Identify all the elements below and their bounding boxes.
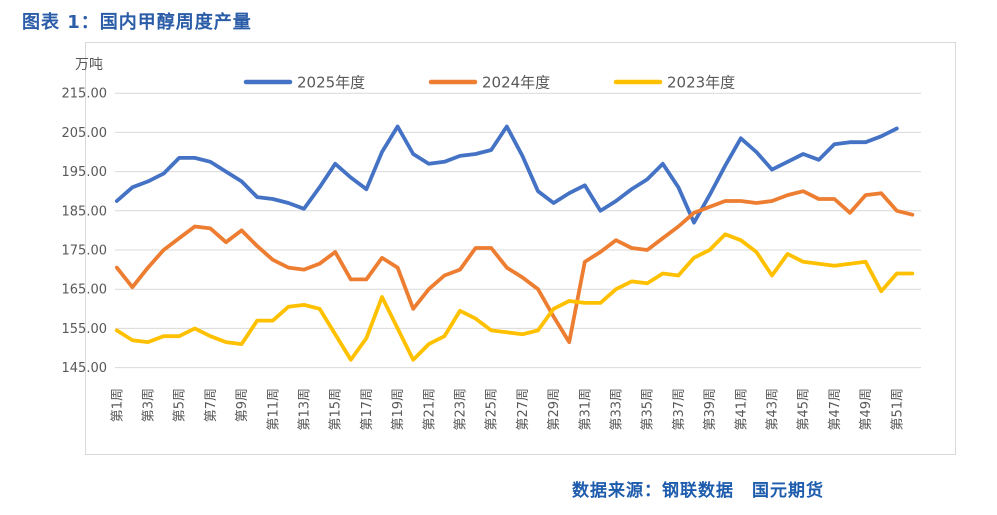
- data-source: 数据来源：钢联数据 国元期货: [572, 481, 824, 501]
- x-tick-label: 第29周: [547, 388, 562, 431]
- y-tick-label: 165.00: [62, 283, 108, 298]
- x-tick-label: 第35周: [641, 388, 656, 431]
- x-tick-label: 第33周: [610, 388, 625, 431]
- x-tick-label: 第17周: [360, 388, 375, 431]
- x-tick-label: 第45周: [797, 388, 812, 431]
- y-axis-unit-label: 万吨: [75, 57, 103, 73]
- y-tick-label: 205.00: [62, 126, 108, 141]
- x-tick-label: 第5周: [173, 388, 188, 422]
- x-tick-label: 第39周: [703, 388, 718, 431]
- x-tick-label: 第27周: [516, 388, 531, 431]
- y-tick-label: 175.00: [62, 244, 108, 259]
- x-tick-label: 第51周: [890, 388, 905, 431]
- y-tick-label: 215.00: [62, 87, 108, 102]
- x-tick-label: 第43周: [766, 388, 781, 431]
- x-tick-label: 第7周: [204, 388, 219, 422]
- x-tick-label: 第19周: [391, 388, 406, 431]
- y-tick-label: 195.00: [62, 165, 108, 180]
- legend-label-2024年度: 2024年度: [482, 74, 550, 92]
- y-tick-label: 155.00: [62, 322, 108, 337]
- y-tick-label: 185.00: [62, 204, 108, 219]
- x-tick-label: 第37周: [672, 388, 687, 431]
- x-tick-label: 第31周: [578, 388, 593, 431]
- chart-frame: [85, 42, 956, 455]
- legend-label-2025年度: 2025年度: [297, 74, 365, 92]
- x-tick-label: 第15周: [329, 388, 344, 431]
- x-tick-label: 第11周: [266, 388, 281, 431]
- series-line-2023年度: [114, 232, 915, 362]
- x-tick-label: 第3周: [142, 388, 157, 422]
- x-tick-label: 第9周: [235, 388, 250, 422]
- series-line-2024年度: [114, 189, 915, 345]
- x-tick-label: 第13周: [298, 388, 313, 431]
- chart-title: 图表 1：国内甲醇周度产量: [22, 12, 252, 33]
- x-tick-label: 第1周: [110, 388, 125, 422]
- x-tick-label: 第41周: [734, 388, 749, 431]
- y-tick-label: 145.00: [62, 361, 108, 376]
- x-tick-label: 第49周: [859, 388, 874, 431]
- x-tick-label: 第25周: [485, 388, 500, 431]
- series-line-2025年度: [114, 124, 899, 225]
- x-tick-label: 第23周: [454, 388, 469, 431]
- x-tick-label: 第47周: [828, 388, 843, 431]
- legend-label-2023年度: 2023年度: [667, 74, 735, 92]
- x-tick-label: 第21周: [422, 388, 437, 431]
